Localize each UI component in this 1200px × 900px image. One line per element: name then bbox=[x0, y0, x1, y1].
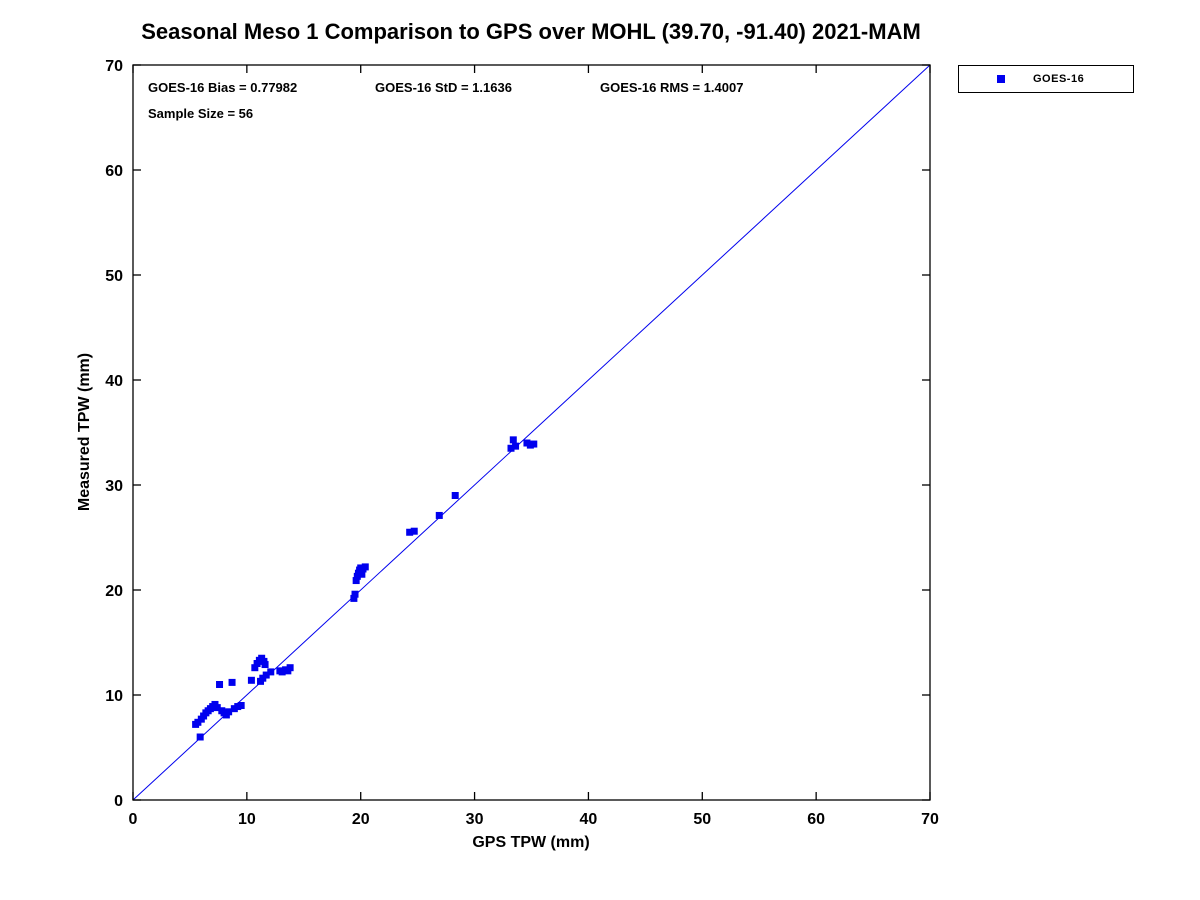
legend: GOES-16 bbox=[958, 65, 1134, 93]
y-tick-label: 30 bbox=[105, 478, 123, 495]
x-tick-label: 60 bbox=[807, 811, 825, 828]
scatter-point bbox=[251, 664, 259, 672]
scatter-point bbox=[509, 436, 517, 444]
stat-std: GOES-16 StD = 1.1636 bbox=[375, 80, 512, 95]
y-tick-label: 10 bbox=[105, 688, 123, 705]
y-tick-label: 60 bbox=[105, 163, 123, 180]
scatter-point bbox=[361, 563, 369, 571]
scatter-point bbox=[512, 442, 520, 450]
x-tick-label: 30 bbox=[466, 811, 484, 828]
scatter-point bbox=[267, 668, 275, 676]
x-tick-label: 70 bbox=[921, 811, 939, 828]
scatter-point bbox=[406, 528, 414, 536]
scatter-point bbox=[350, 594, 358, 602]
scatter-point bbox=[237, 702, 245, 709]
scatter-point bbox=[351, 590, 359, 598]
x-tick-label: 40 bbox=[580, 811, 598, 828]
scatter-point bbox=[262, 671, 270, 679]
scatter-point bbox=[530, 440, 538, 448]
y-tick-label: 0 bbox=[114, 793, 123, 810]
y-tick-label: 50 bbox=[105, 268, 123, 285]
scatter-point bbox=[451, 492, 459, 499]
legend-marker-square-icon bbox=[997, 75, 1005, 83]
x-tick-label: 10 bbox=[238, 811, 256, 828]
stat-sample-size: Sample Size = 56 bbox=[148, 106, 254, 121]
x-tick-label: 50 bbox=[693, 811, 711, 828]
stat-bias: GOES-16 Bias = 0.77982 bbox=[148, 80, 298, 95]
scatter-point bbox=[216, 681, 224, 688]
scatter-point bbox=[261, 661, 269, 669]
scatter-point bbox=[196, 733, 204, 741]
one-to-one-line bbox=[132, 64, 931, 801]
stat-rms: GOES-16 RMS = 1.4007 bbox=[600, 80, 744, 95]
y-tick-label: 70 bbox=[105, 58, 123, 75]
scatter-point bbox=[352, 577, 360, 585]
x-tick-label: 20 bbox=[352, 811, 370, 828]
scatter-point bbox=[225, 708, 233, 716]
scatter-point bbox=[228, 678, 236, 686]
plot-box bbox=[132, 64, 931, 801]
x-tick-label: 0 bbox=[129, 811, 138, 828]
x-axis-label: GPS TPW (mm) bbox=[472, 834, 590, 851]
scatter-point bbox=[247, 676, 255, 684]
legend-label: GOES-16 bbox=[1033, 73, 1085, 85]
y-axis-label: Measured TPW (mm) bbox=[76, 352, 93, 512]
scatter-point bbox=[507, 444, 515, 452]
chart-title: Seasonal Meso 1 Comparison to GPS over M… bbox=[141, 19, 921, 44]
scatter-point bbox=[286, 664, 294, 672]
scatter-point bbox=[358, 570, 366, 578]
scatter-point bbox=[410, 527, 418, 535]
y-tick-label: 40 bbox=[105, 373, 123, 390]
y-tick-label: 20 bbox=[105, 583, 123, 600]
scatter-point bbox=[435, 511, 443, 519]
scatter-point bbox=[213, 704, 221, 712]
